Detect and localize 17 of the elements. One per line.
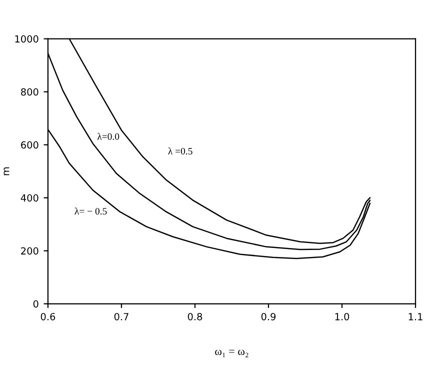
series-label: λ =0.5 [168, 148, 192, 155]
series-label: λ=0.0 [97, 132, 120, 140]
y-tick-label: 800 [21, 88, 38, 96]
x-axis-title: ω₁ = ω₂ [215, 350, 248, 358]
y-tick-label: 200 [21, 247, 38, 255]
y-tick-label: 0 [33, 300, 38, 308]
x-tick-label: 1.1 [408, 313, 422, 320]
y-tick-label: 400 [20, 194, 38, 202]
y-tick-label: 1000 [15, 35, 38, 43]
x-tick-label: 0.9 [261, 312, 276, 320]
x-tick-label: 0.8 [188, 312, 202, 320]
series-label: λ= − 0.5 [74, 208, 107, 215]
y-tick-label: 600 [21, 141, 38, 149]
x-tick-label: 0.6 [40, 312, 56, 320]
x-tick-label: 0.7 [114, 312, 128, 320]
x-tick-label: 1.0 [335, 312, 350, 320]
y-axis-title: m [4, 167, 10, 176]
